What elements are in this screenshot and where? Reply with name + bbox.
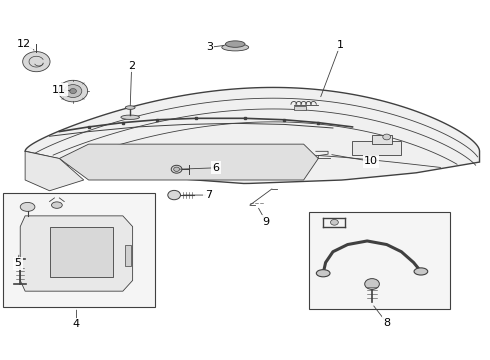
Bar: [125, 244, 131, 266]
Circle shape: [58, 80, 88, 102]
Text: 2: 2: [128, 61, 135, 71]
Circle shape: [70, 89, 76, 94]
Circle shape: [23, 51, 50, 72]
Bar: [309, 212, 450, 309]
Bar: [352, 140, 401, 155]
Bar: [3, 193, 155, 307]
Circle shape: [331, 220, 338, 225]
Text: 12: 12: [17, 39, 31, 49]
Circle shape: [64, 85, 82, 98]
Bar: [294, 106, 306, 110]
Text: 11: 11: [52, 85, 66, 95]
Polygon shape: [59, 144, 319, 180]
Ellipse shape: [171, 165, 182, 173]
Ellipse shape: [222, 44, 248, 51]
Ellipse shape: [51, 202, 62, 208]
Ellipse shape: [414, 268, 428, 275]
Circle shape: [365, 279, 379, 289]
Ellipse shape: [125, 106, 135, 109]
Polygon shape: [25, 151, 84, 191]
Ellipse shape: [317, 270, 330, 277]
Text: 4: 4: [73, 319, 80, 329]
Polygon shape: [20, 216, 133, 291]
Text: 6: 6: [212, 163, 219, 173]
Text: 3: 3: [206, 42, 213, 52]
Bar: [372, 135, 392, 144]
Ellipse shape: [225, 41, 245, 47]
Bar: [49, 226, 113, 277]
Text: 5: 5: [14, 258, 21, 268]
Polygon shape: [25, 87, 480, 184]
Text: 7: 7: [205, 190, 212, 200]
Text: 8: 8: [383, 318, 390, 328]
Circle shape: [383, 134, 391, 140]
Circle shape: [168, 190, 180, 200]
Ellipse shape: [121, 115, 140, 120]
Ellipse shape: [173, 167, 179, 171]
Ellipse shape: [20, 202, 35, 211]
Text: 1: 1: [337, 40, 344, 50]
Text: 10: 10: [364, 156, 378, 166]
Text: 9: 9: [263, 217, 270, 226]
